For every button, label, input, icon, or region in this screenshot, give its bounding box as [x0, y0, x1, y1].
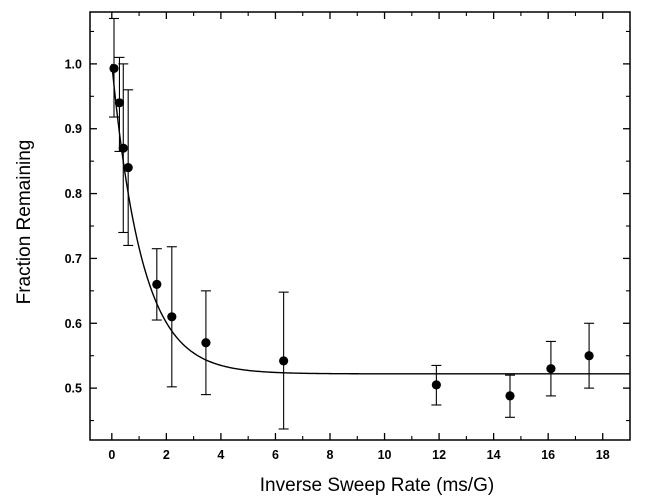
- x-tick-label: 4: [217, 448, 224, 462]
- x-axis-title: Inverse Sweep Rate (ms/G): [260, 475, 494, 496]
- x-tick-label: 12: [432, 448, 446, 462]
- x-tick-label: 18: [596, 448, 610, 462]
- x-tick-label: 6: [272, 448, 279, 462]
- data-point: [114, 98, 125, 108]
- x-tick-label: 10: [378, 448, 392, 462]
- x-tick-label: 14: [487, 448, 501, 462]
- y-tick-label: 0.5: [65, 382, 82, 396]
- data-point: [167, 312, 177, 322]
- data-points: [109, 63, 594, 401]
- data-point: [505, 391, 515, 401]
- error-bars: [109, 17, 595, 430]
- data-point: [109, 63, 119, 74]
- plot-area: [89, 11, 631, 441]
- x-tick-label: 16: [541, 448, 555, 462]
- data-point: [584, 351, 594, 361]
- x-tick-label: 2: [163, 448, 170, 462]
- y-axis: 0.5 0.6 0.7 0.8 0.9 1.0: [65, 30, 630, 422]
- data-point: [279, 356, 289, 366]
- x-tick-label: 0: [108, 448, 115, 462]
- fit-curve: [111, 63, 630, 375]
- data-point: [123, 163, 133, 173]
- plot-frame: [89, 11, 631, 441]
- x-axis: 0 2 4 6 8 10 12 14 16 18: [108, 12, 610, 462]
- data-point: [431, 380, 441, 390]
- x-tick-label: 8: [327, 448, 334, 462]
- data-point: [546, 364, 556, 374]
- y-tick-label: 0.6: [65, 317, 82, 331]
- y-tick-label: 0.9: [65, 122, 82, 136]
- y-tick-label: 1.0: [65, 57, 82, 71]
- fit-curve-group: [111, 63, 630, 375]
- data-point: [201, 338, 211, 348]
- y-axis-title: Fraction Remaining: [14, 140, 35, 305]
- data-point: [118, 143, 128, 153]
- y-tick-label: 0.8: [65, 187, 82, 201]
- data-point: [152, 279, 162, 289]
- y-tick-label: 0.7: [65, 252, 82, 266]
